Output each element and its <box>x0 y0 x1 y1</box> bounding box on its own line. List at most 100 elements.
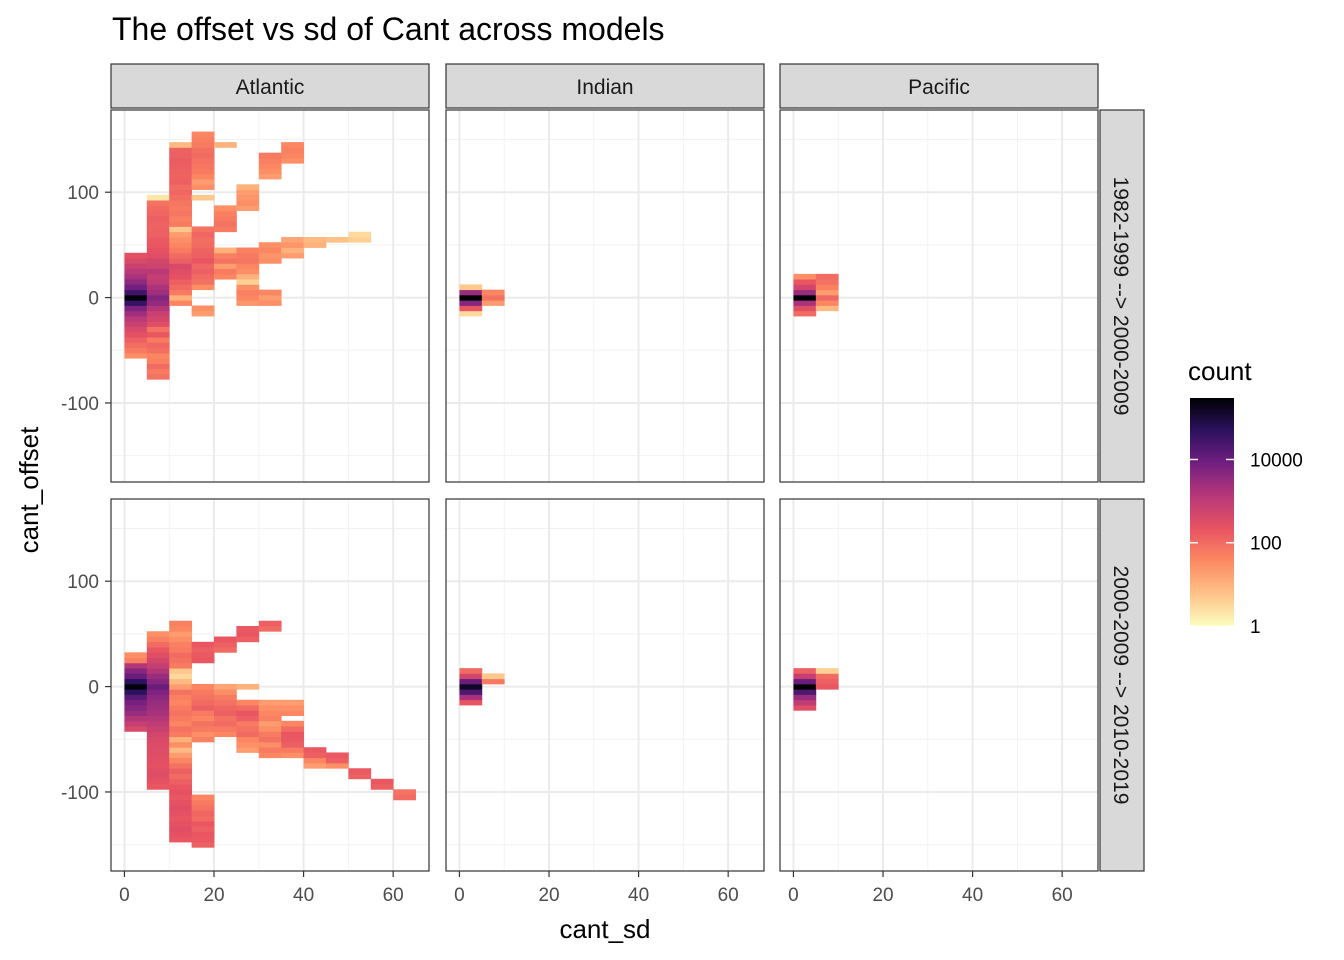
heatmap-bin <box>459 673 483 680</box>
heatmap-bin <box>281 747 304 753</box>
heatmap-bin <box>191 163 215 169</box>
panel-border <box>445 109 765 483</box>
heatmap-bin <box>281 736 304 743</box>
heatmap-bin <box>169 689 193 695</box>
heatmap-bin <box>169 673 193 680</box>
heatmap-bin <box>236 300 260 306</box>
panel-border <box>445 498 765 872</box>
heatmap-bin <box>169 252 193 259</box>
heatmap-bin <box>214 720 237 727</box>
heatmap-bin <box>124 683 148 690</box>
legend-break-label: 10000 <box>1250 450 1303 471</box>
heatmap-bin <box>169 762 193 769</box>
heatmap-bin <box>214 710 237 716</box>
heatmap-bin <box>146 300 170 306</box>
heatmap-bin <box>169 836 193 843</box>
heatmap-bin <box>281 705 304 711</box>
heatmap-bin <box>258 168 282 175</box>
heatmap-bin <box>146 279 170 285</box>
heatmap-bin <box>793 673 817 680</box>
heatmap-bin <box>124 326 148 333</box>
heatmap-bin <box>258 289 282 296</box>
heatmap-bin <box>191 310 215 317</box>
heatmap-bin <box>169 705 193 711</box>
heatmap-bin <box>258 699 282 706</box>
heatmap-bin <box>281 236 304 243</box>
heatmap-bin <box>236 625 260 632</box>
heatmap-bin <box>303 757 327 764</box>
heatmap-bin <box>169 820 193 827</box>
heatmap-bin <box>815 673 839 680</box>
heatmap-bin <box>124 689 148 695</box>
heatmap-bin <box>191 799 215 806</box>
heatmap-bin <box>393 794 416 801</box>
heatmap-bin <box>169 731 193 738</box>
heatmap-bin <box>325 762 349 769</box>
heatmap-bin <box>191 731 215 738</box>
facet-row-strip-bg <box>1099 109 1145 483</box>
heatmap-bin <box>191 710 215 716</box>
heatmap-bin <box>303 236 327 243</box>
heatmap-bin <box>169 773 193 780</box>
heatmap-bin <box>348 236 372 243</box>
heatmap-bin <box>348 231 372 238</box>
heatmap-bin <box>325 236 349 243</box>
heatmap-bin <box>146 194 170 201</box>
heatmap-bin <box>815 284 839 291</box>
y-tick-label: -100 <box>61 783 99 804</box>
facet-strip-indian: Indian <box>445 63 765 109</box>
heatmap-bin <box>258 157 282 164</box>
heatmap-bin <box>281 731 304 738</box>
heatmap-bin <box>236 699 260 706</box>
heatmap-bin <box>146 726 170 732</box>
heatmap-bin <box>146 683 170 690</box>
heatmap-bin <box>281 741 304 748</box>
heatmap-bin <box>169 831 193 838</box>
heatmap-bin <box>191 247 215 254</box>
heatmap-bin <box>258 731 282 738</box>
heatmap-bin <box>146 773 170 780</box>
heatmap-bin <box>214 699 237 706</box>
heatmap-bin <box>236 747 260 753</box>
heatmap-bin <box>459 699 483 706</box>
heatmap-bin <box>169 236 193 243</box>
heatmap-bin <box>258 258 282 264</box>
heatmap-bin <box>191 268 215 275</box>
heatmap-bin <box>146 736 170 743</box>
heatmap-bin <box>191 236 215 243</box>
heatmap-bin <box>169 221 193 227</box>
heatmap-bin <box>169 652 193 658</box>
heatmap-bin <box>214 263 237 269</box>
panel-background <box>446 499 764 871</box>
heatmap-bin <box>214 210 237 217</box>
y-tick-label: 0 <box>88 289 99 310</box>
x-tick-label: 20 <box>872 885 893 906</box>
heatmap-bin <box>124 715 148 722</box>
heatmap-bin <box>258 625 282 632</box>
heatmap-bin <box>793 300 817 306</box>
heatmap-bin <box>146 720 170 727</box>
heatmap-bin <box>370 784 394 790</box>
heatmap-bin <box>146 768 170 774</box>
heatmap-bin <box>793 668 817 674</box>
heatmap-bin <box>191 131 215 138</box>
panels-layer: Atlantic Indian Pacific 1982-1999 --> 2000-… <box>61 63 1145 906</box>
heatmap-bin <box>191 652 215 658</box>
heatmap-bin <box>214 226 237 233</box>
x-tick-label: 40 <box>962 885 983 906</box>
heatmap-bin <box>169 179 193 185</box>
heatmap-bin <box>169 747 193 753</box>
heatmap-bin <box>236 726 260 732</box>
heatmap-bin <box>146 221 170 227</box>
heatmap-bin <box>169 752 193 759</box>
heatmap-bin <box>169 726 193 732</box>
heatmap-bin <box>169 720 193 727</box>
heatmap-bin <box>124 710 148 716</box>
heatmap-bin <box>236 705 260 711</box>
heatmap-bin <box>146 747 170 753</box>
heatmap-bin <box>236 194 260 201</box>
heatmap-bin <box>236 631 260 637</box>
heatmap-bin <box>169 205 193 212</box>
heatmap-bin <box>236 247 260 254</box>
heatmap-bin <box>146 636 170 643</box>
